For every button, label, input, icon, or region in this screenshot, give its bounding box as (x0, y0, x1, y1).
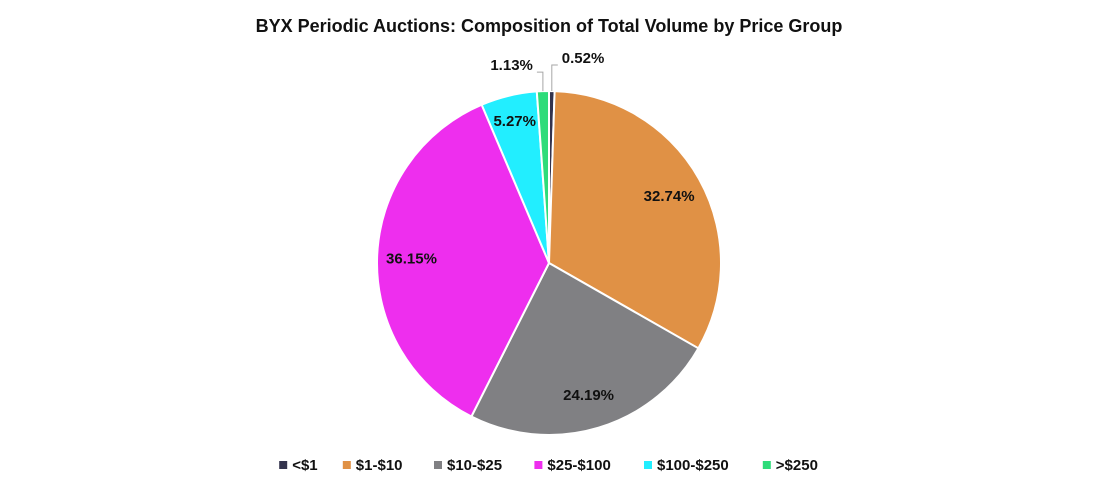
legend-label: $10-$25 (447, 457, 502, 474)
legend-item-25-100: $25-$100 (534, 457, 611, 474)
legend-swatch (762, 461, 771, 469)
legend-swatch (534, 461, 543, 469)
legend-swatch (434, 461, 442, 469)
data-label: 32.74% (644, 188, 695, 205)
pie-slices (376, 89, 722, 436)
data-labels: 0.52% 32.74% 24.19% 36.15% 5.27% 1.13% (386, 50, 695, 404)
leader-line (536, 71, 544, 92)
data-label: 0.52% (562, 50, 605, 67)
pie-slice-1-10 (547, 90, 722, 350)
legend-label: $25-$100 (547, 457, 610, 474)
data-label: 1.13% (490, 57, 533, 74)
legend-item-gt-250: >$250 (762, 457, 818, 474)
data-label: 36.15% (386, 250, 437, 267)
legend: <$1 $1-$10 $10-$25 $25-$100 $100-$250 >$250 (279, 457, 818, 474)
legend-swatch (342, 461, 351, 469)
legend-label: $100-$250 (657, 457, 729, 474)
legend-item-1-10: $1-$10 (342, 457, 403, 474)
legend-label: <$1 (292, 457, 317, 474)
legend-label: $1-$10 (356, 457, 403, 474)
legend-label: >$250 (776, 457, 818, 474)
leader-line (551, 64, 558, 92)
legend-swatch (644, 461, 652, 469)
data-label: 5.27% (493, 113, 536, 130)
legend-swatch (279, 461, 288, 469)
data-label: 24.19% (563, 387, 614, 404)
legend-item-100-250: $100-$250 (644, 457, 729, 474)
chart-title: BYX Periodic Auctions: Composition of To… (256, 16, 843, 36)
legend-item-lt-1: <$1 (279, 457, 318, 474)
pie-slice-25-100 (376, 103, 551, 418)
legend-item-10-25: $10-$25 (434, 457, 502, 474)
